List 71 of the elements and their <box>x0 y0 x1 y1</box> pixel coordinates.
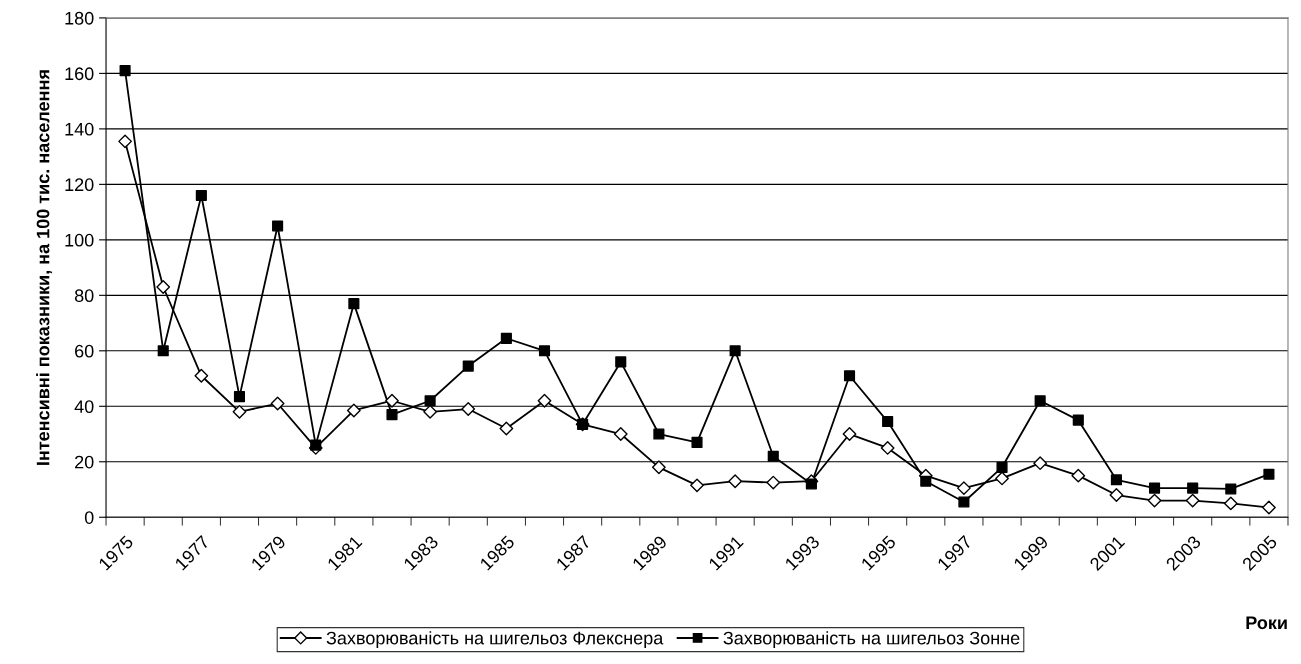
point <box>958 496 970 508</box>
point <box>842 427 857 441</box>
point <box>767 450 779 462</box>
legend-label: Захворюваність на шигельоз Зонне <box>723 631 1020 649</box>
point <box>1147 493 1162 508</box>
y-tick-label: 160 <box>65 67 94 81</box>
point <box>232 404 247 419</box>
y-tick-label: 60 <box>75 344 94 358</box>
point <box>1109 488 1124 502</box>
point <box>500 332 512 344</box>
point <box>423 404 438 419</box>
point <box>729 345 741 357</box>
point <box>118 134 133 149</box>
point <box>996 461 1008 473</box>
point <box>537 393 552 408</box>
point <box>270 396 285 411</box>
point <box>1223 496 1238 511</box>
point <box>995 471 1009 486</box>
point <box>1187 482 1199 494</box>
y-tick-label: 180 <box>65 11 94 25</box>
point <box>690 478 704 493</box>
point <box>119 65 131 77</box>
point <box>272 220 284 232</box>
point <box>956 481 971 496</box>
legend-label: Захворюваність на шигельоз Флекснера <box>326 631 664 649</box>
y-tick-label: 40 <box>74 400 94 414</box>
point <box>920 475 932 487</box>
point <box>462 360 474 372</box>
point <box>766 475 781 490</box>
point <box>461 402 476 416</box>
point <box>310 439 322 451</box>
point <box>1072 414 1084 426</box>
point <box>346 403 361 418</box>
point <box>1071 468 1086 483</box>
y-tick-label: 140 <box>65 122 94 136</box>
point <box>348 298 360 310</box>
point <box>651 460 666 475</box>
x-axis-title: Роки <box>1246 616 1287 630</box>
point <box>156 280 171 294</box>
point <box>1110 474 1122 486</box>
y-tick-label: 80 <box>74 289 94 303</box>
point <box>653 428 665 440</box>
point <box>882 415 894 428</box>
point <box>1033 456 1048 471</box>
point <box>386 409 398 421</box>
point <box>880 440 895 455</box>
point <box>385 393 399 408</box>
point <box>1263 468 1275 480</box>
y-axis-title: Інтенсивні показники, на 100 тис. населення <box>36 70 53 465</box>
y-tick-label: 120 <box>65 178 94 192</box>
y-tick-label: 20 <box>75 455 94 469</box>
point <box>1185 493 1200 508</box>
point <box>538 345 551 357</box>
point <box>194 368 209 383</box>
y-tick-label: 100 <box>65 233 94 247</box>
point <box>233 391 246 403</box>
point <box>843 370 856 382</box>
y-tick-label: 0 <box>84 511 94 524</box>
point <box>1148 482 1161 494</box>
point <box>1262 500 1276 515</box>
point <box>499 421 514 436</box>
point <box>728 474 743 489</box>
point <box>615 356 627 368</box>
point <box>1034 395 1046 407</box>
point <box>195 189 207 202</box>
point <box>157 345 169 357</box>
point <box>805 478 817 490</box>
point <box>424 395 436 407</box>
point <box>613 427 628 441</box>
point <box>691 436 703 448</box>
point <box>1225 483 1237 495</box>
